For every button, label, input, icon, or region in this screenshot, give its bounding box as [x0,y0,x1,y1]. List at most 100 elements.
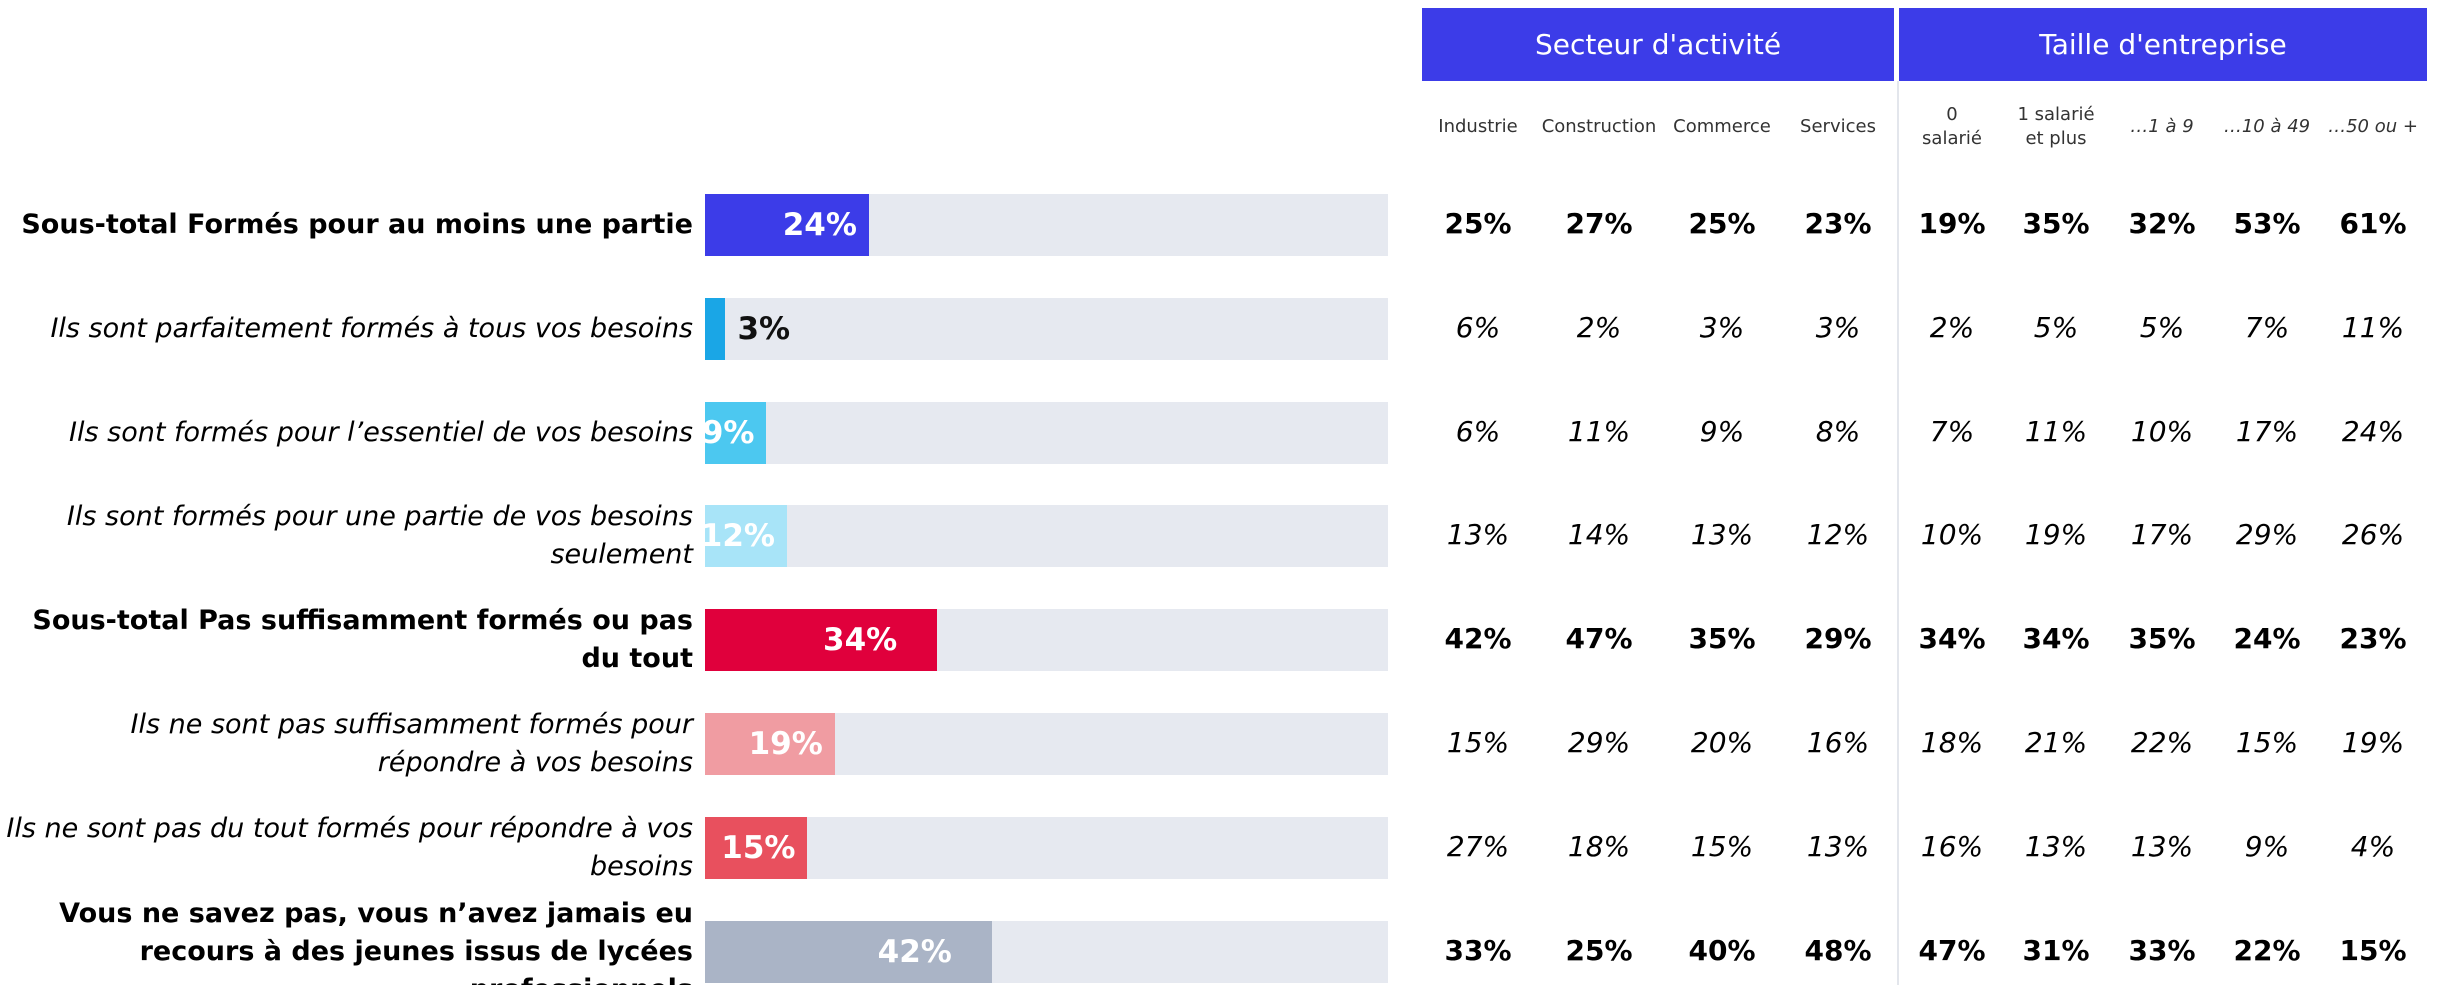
table-cell: 42% [1444,622,1512,656]
column-header: Commerce [1673,116,1771,137]
category-label: Sous-total Pas suffisamment formés ou pa… [32,605,693,675]
column-header: …50 ou + [2328,116,2418,137]
table-cell: 15% [1690,829,1754,863]
table-cell: 15% [2339,933,2407,967]
table-cell: 17% [2235,414,2299,448]
table-cell: 23% [1804,207,1872,240]
table-cell: 35% [1688,622,1756,656]
category-label: Ils sont formés pour une partie de vos b… [66,501,693,571]
column-header: Industrie [1438,116,1518,137]
table-cell: 22% [2130,726,2194,759]
table-cell: 6% [1455,310,1501,344]
table-cell: 9% [1699,414,1745,448]
value-label: 34% [823,622,898,659]
table-cell: 18% [1567,829,1631,863]
table-cell: 10% [2130,414,2194,448]
table-cell: 9% [2244,829,2290,863]
table-cell: 11% [2024,414,2088,448]
table-cell: 24% [2341,414,2405,448]
table-cell: 12% [1806,518,1870,552]
bar [705,505,787,568]
table-cell: 25% [1444,207,1512,240]
table-cell: 16% [1920,829,1984,863]
column-header: 1 salarié et plus [2017,104,2095,149]
table-cell: 2% [1576,310,1622,344]
table-cell: 33% [2128,933,2196,967]
table-cell: 10% [1920,518,1984,552]
table-cell: 2% [1929,310,1975,344]
table-cell: 5% [2139,310,2185,344]
table-cell: 27% [1446,829,1510,863]
column-header: …1 à 9 [2130,116,2194,137]
table-cell: 29% [1567,726,1631,759]
category-label: Sous-total Formés pour au moins une part… [21,209,693,240]
bar [705,194,869,256]
bar [705,401,767,464]
table-cell: 4% [2350,829,2396,863]
table-cell: 18% [1920,726,1984,759]
table-cell: 48% [1804,933,1872,967]
table-cell: 21% [2024,726,2088,759]
category-label: Ils ne sont pas suffisamment formés pour… [130,709,693,778]
table-cell: 3% [1699,310,1745,344]
category-label: Ils sont formés pour l’essentiel de vos … [69,416,693,448]
table-cell: 32% [2128,207,2196,240]
table-cell: 26% [2341,518,2405,552]
table-cell: 8% [1815,414,1861,448]
table-cell: 40% [1688,933,1756,967]
table-cell: 7% [2244,310,2290,344]
column-header: Construction [1541,116,1657,137]
table-cell: 22% [2233,933,2301,967]
table-cell: 25% [1688,207,1756,240]
table-cell: 16% [1806,726,1870,759]
category-label: Ils sont parfaitement formés à tous vos … [50,312,693,344]
table-cell: 24% [2233,622,2301,656]
category-label: Vous ne savez pas, vous n’avez jamais eu… [59,897,693,985]
table-cell: 13% [1806,829,1870,863]
table-cell: 33% [1444,933,1512,967]
table-cell: 19% [2024,518,2088,552]
value-label: 15% [721,829,796,866]
table-cell: 47% [1918,933,1986,967]
bar-track [705,505,1388,568]
table-cell: 53% [2233,207,2301,240]
value-label: 42% [877,933,952,970]
table-cell: 11% [1567,414,1631,448]
table-cell: 11% [2341,310,2405,344]
table-cell: 15% [2235,726,2299,759]
bar [705,920,992,983]
value-label: 12% [700,518,775,555]
category-label: Ils ne sont pas du tout formés pour répo… [6,812,693,882]
separator [1897,81,1899,985]
table-cell: 5% [2033,310,2079,344]
table-cell: 13% [1446,518,1510,552]
table-cell: 34% [1918,622,1986,656]
table-cell: 19% [1918,207,1986,240]
table-cell: 20% [1690,726,1754,759]
bar-track [705,401,1388,464]
column-header: 0 salarié [1922,104,1982,149]
bar [705,816,808,879]
table-cell: 35% [2128,622,2196,656]
table-cell: 29% [2235,518,2299,552]
table-cell: 25% [1565,933,1633,967]
table-cell: 35% [2022,207,2090,240]
table-cell: 3% [1815,310,1861,344]
table-cell: 34% [2022,622,2090,656]
bar-track [705,816,1388,879]
bar [705,713,835,775]
bar [705,609,938,672]
table-cell: 15% [1446,726,1510,759]
value-label: 24% [782,207,857,243]
table-cell: 6% [1455,414,1501,448]
group-header: Secteur d'activité [1422,8,1894,81]
table-cell: 29% [1804,622,1872,656]
column-header: Services [1800,116,1876,137]
table-cell: 61% [2339,207,2407,240]
table-cell: 47% [1565,622,1633,656]
table-cell: 13% [1690,518,1754,552]
column-header: …10 à 49 [2223,116,2311,137]
table-cell: 7% [1929,414,1975,448]
table-cell: 27% [1565,207,1633,240]
value-label: 9% [701,414,755,451]
